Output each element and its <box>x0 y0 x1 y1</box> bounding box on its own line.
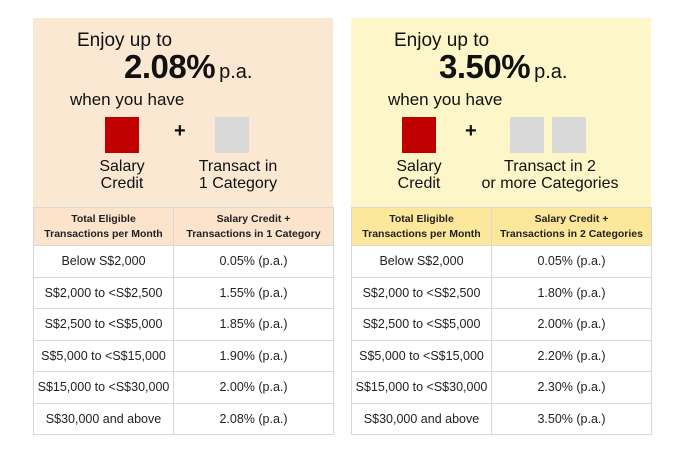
when-you-have-label: when you have <box>388 90 503 109</box>
table-row: Below S$2,000 0.05% (p.a.) <box>351 245 652 278</box>
red-square-icon <box>105 117 139 153</box>
rate-cell: 2.20% (p.a.) <box>491 339 652 372</box>
plus-icon: + <box>465 120 477 142</box>
table-row: S$2,000 to <S$2,500 1.80% (p.a.) <box>351 276 652 309</box>
when-you-have-label: when you have <box>70 90 185 109</box>
rate-table: Total Eligible Transactions per Month Sa… <box>33 207 334 435</box>
table-row: S$2,500 to <S$5,000 2.00% (p.a.) <box>351 308 652 341</box>
panel-header: Enjoy up to 3.50% p.a. when you have + Sa… <box>351 18 651 207</box>
rate-cell: 1.80% (p.a.) <box>491 276 652 309</box>
rate-cell: 2.00% (p.a.) <box>491 308 652 341</box>
enjoy-label: Enjoy up to <box>77 30 173 51</box>
table-row: S$30,000 and above 2.08% (p.a.) <box>33 402 334 435</box>
pa-label: p.a. <box>534 61 568 83</box>
table-header-row: Total Eligible Transactions per Month Sa… <box>33 207 334 246</box>
red-square-icon <box>402 117 436 153</box>
tier-cell: Below S$2,000 <box>351 245 492 278</box>
salary-credit-caption: Salary Credit <box>396 158 442 192</box>
table-row: S$2,500 to <S$5,000 1.85% (p.a.) <box>33 308 334 341</box>
table-row: S$5,000 to <S$15,000 2.20% (p.a.) <box>351 339 652 372</box>
rate-cell: 2.00% (p.a.) <box>173 371 334 404</box>
category-caption: Transact in 1 Category <box>198 158 278 192</box>
tier-cell: S$5,000 to <S$15,000 <box>33 339 174 372</box>
rate-cell: 1.90% (p.a.) <box>173 339 334 372</box>
interest-panel-1-category: Enjoy up to 2.08% p.a. when you have + Sa… <box>33 18 334 435</box>
rate-cell: 0.05% (p.a.) <box>173 245 334 278</box>
tier-cell: S$5,000 to <S$15,000 <box>351 339 492 372</box>
tier-cell: S$2,000 to <S$2,500 <box>33 276 174 309</box>
table-row: S$2,000 to <S$2,500 1.55% (p.a.) <box>33 276 334 309</box>
table-row: S$15,000 to <S$30,000 2.30% (p.a.) <box>351 371 652 404</box>
grey-square-icon <box>215 117 249 153</box>
table-header-row: Total Eligible Transactions per Month Sa… <box>351 207 652 246</box>
tier-cell: S$30,000 and above <box>351 402 492 435</box>
tier-cell: Below S$2,000 <box>33 245 174 278</box>
table-row: S$5,000 to <S$15,000 1.90% (p.a.) <box>33 339 334 372</box>
plus-icon: + <box>174 120 186 142</box>
rate-cell: 2.08% (p.a.) <box>173 402 334 435</box>
rate-cell: 0.05% (p.a.) <box>491 245 652 278</box>
interest-panel-2-categories: Enjoy up to 3.50% p.a. when you have + Sa… <box>351 18 652 435</box>
rate-table: Total Eligible Transactions per Month Sa… <box>351 207 652 435</box>
rate-cell: 1.85% (p.a.) <box>173 308 334 341</box>
tier-cell: S$2,500 to <S$5,000 <box>33 308 174 341</box>
table-row: Below S$2,000 0.05% (p.a.) <box>33 245 334 278</box>
column-header-transactions: Total Eligible Transactions per Month <box>33 207 174 246</box>
rate-cell: 1.55% (p.a.) <box>173 276 334 309</box>
table-row: S$30,000 and above 3.50% (p.a.) <box>351 402 652 435</box>
headline-rate: 3.50% <box>439 48 531 85</box>
tier-cell: S$2,500 to <S$5,000 <box>351 308 492 341</box>
table-row: S$15,000 to <S$30,000 2.00% (p.a.) <box>33 371 334 404</box>
headline-rate: 2.08% <box>124 48 216 85</box>
category-caption: Transact in 2 or more Categories <box>481 158 619 192</box>
column-header-transactions: Total Eligible Transactions per Month <box>351 207 492 246</box>
salary-credit-caption: Salary Credit <box>99 158 145 192</box>
grey-square-icon <box>510 117 544 153</box>
grey-square-icon <box>552 117 586 153</box>
column-header-rate: Salary Credit + Transactions in 1 Catego… <box>173 207 334 246</box>
tier-cell: S$15,000 to <S$30,000 <box>351 371 492 404</box>
tier-cell: S$30,000 and above <box>33 402 174 435</box>
panel-header: Enjoy up to 2.08% p.a. when you have + Sa… <box>33 18 333 207</box>
rate-line: 3.50% p.a. <box>351 48 651 86</box>
tier-cell: S$2,000 to <S$2,500 <box>351 276 492 309</box>
rate-cell: 3.50% (p.a.) <box>491 402 652 435</box>
rate-cell: 2.30% (p.a.) <box>491 371 652 404</box>
column-header-rate: Salary Credit + Transactions in 2 Catego… <box>491 207 652 246</box>
enjoy-label: Enjoy up to <box>394 30 490 51</box>
rate-line: 2.08% p.a. <box>33 48 333 86</box>
pa-label: p.a. <box>219 61 253 83</box>
tier-cell: S$15,000 to <S$30,000 <box>33 371 174 404</box>
